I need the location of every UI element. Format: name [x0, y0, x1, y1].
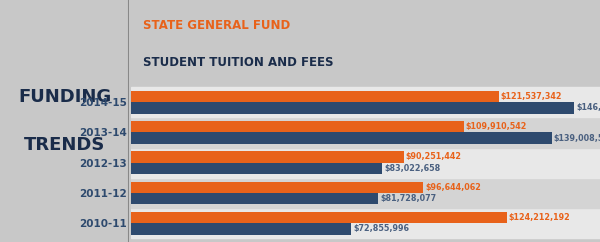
Text: $83,022,658: $83,022,658: [384, 164, 440, 173]
Bar: [131, 223, 352, 235]
Bar: [131, 182, 424, 193]
Bar: [131, 121, 464, 133]
Text: TRENDS: TRENDS: [24, 136, 105, 154]
Text: $72,855,996: $72,855,996: [353, 225, 409, 234]
Text: FUNDING: FUNDING: [18, 88, 111, 106]
Text: $109,910,542: $109,910,542: [466, 122, 527, 131]
Text: $90,251,442: $90,251,442: [406, 152, 462, 161]
Bar: [131, 212, 507, 223]
Bar: [131, 178, 600, 208]
Bar: [131, 208, 600, 238]
Text: $146,482,500: $146,482,500: [576, 104, 600, 113]
Bar: [131, 163, 382, 174]
Bar: [131, 117, 600, 148]
Bar: [131, 102, 574, 114]
Bar: [131, 148, 600, 178]
Bar: [131, 133, 551, 144]
Text: STUDENT TUITION AND FEES: STUDENT TUITION AND FEES: [143, 56, 333, 69]
Text: $121,537,342: $121,537,342: [500, 92, 562, 101]
Text: $139,008,550: $139,008,550: [553, 134, 600, 143]
Text: $124,212,192: $124,212,192: [509, 213, 571, 222]
Bar: [131, 87, 600, 117]
Bar: [131, 151, 404, 163]
Bar: [131, 193, 378, 204]
Text: STATE GENERAL FUND: STATE GENERAL FUND: [143, 19, 290, 31]
Text: $81,728,077: $81,728,077: [380, 194, 436, 203]
Text: $96,644,062: $96,644,062: [425, 183, 481, 192]
Bar: [131, 91, 499, 102]
